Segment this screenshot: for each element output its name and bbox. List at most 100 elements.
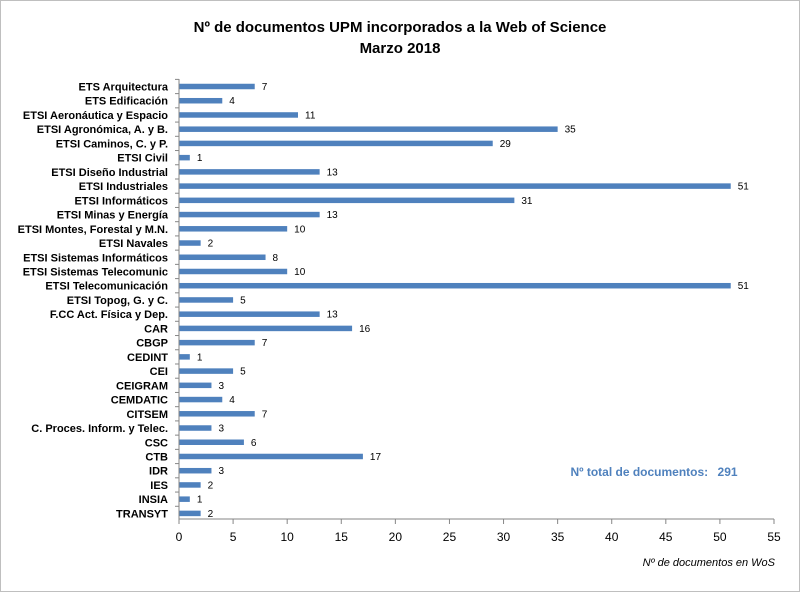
x-tick-label-1: 5 [230,530,237,544]
bar-27 [179,467,212,474]
axes-layer: ETS Arquitectura 7 ETS Edificación 4 ETSI Ae… [18,78,781,544]
bar-1 [179,97,223,104]
x-tick-label-4: 20 [389,530,403,544]
bar-5 [179,154,190,161]
category-label-6: ETSI Diseño Industrial [51,167,168,179]
bar-28 [179,482,201,488]
chart-title-line-2: Marzo 2018 [359,40,441,57]
value-label-27: 3 [218,466,224,477]
category-label-4: ETSI Caminos, C. y P. [56,138,168,150]
bar-16 [179,311,320,317]
category-label-17: CAR [144,323,168,335]
value-label-1: 4 [229,96,235,107]
bar-21 [179,382,212,389]
category-label-13: ETSI Sistemas Telecomunic [23,266,168,278]
value-label-11: 2 [208,239,214,250]
value-label-28: 2 [208,480,214,491]
value-label-30: 2 [208,509,214,520]
value-label-23: 7 [262,409,268,420]
value-label-7: 51 [738,182,750,193]
bar-10 [179,226,288,232]
bar-25 [179,439,244,445]
value-label-0: 7 [262,82,268,93]
bar-3 [179,126,558,132]
bar-23 [179,411,255,417]
bar-8 [179,197,515,204]
bar-13 [179,268,288,275]
category-label-0: ETS Arquitectura [79,82,169,94]
bar-7 [179,183,731,189]
value-label-29: 1 [197,495,203,506]
bar-17 [179,325,353,332]
bar-0 [179,83,255,90]
value-label-2: 11 [305,110,316,121]
value-label-3: 35 [565,125,577,136]
category-label-10: ETSI Montes, Forestal y M.N. [18,224,168,236]
category-label-23: CITSEM [126,409,168,421]
bar-24 [179,425,212,431]
category-label-29: INSIA [139,494,168,506]
x-tick-label-7: 35 [551,530,565,544]
bar-4 [179,140,493,147]
category-label-22: CEMDATIC [111,395,168,407]
value-label-15: 5 [240,295,246,306]
value-label-10: 10 [294,224,306,235]
bar-29 [179,496,190,502]
value-label-8: 31 [521,196,533,207]
value-label-22: 4 [229,395,235,406]
category-label-2: ETSI Aeronáutica y Espacio [23,110,168,122]
bar-18 [179,339,255,346]
chart-title: Nº de documentos UPM incorporados a la W… [0,17,800,59]
value-label-19: 1 [197,352,203,363]
category-label-5: ETSI Civil [117,153,168,165]
x-tick-label-8: 40 [605,530,619,544]
x-tick-label-3: 15 [335,530,349,544]
value-label-17: 16 [359,324,371,335]
bar-15 [179,297,234,303]
category-label-18: CBGP [136,338,168,350]
category-label-15: ETSI Topog, G. y C. [67,295,168,307]
value-label-5: 1 [197,153,203,164]
bar-6 [179,169,320,175]
value-label-16: 13 [327,310,339,321]
bar-19 [179,354,190,360]
x-tick-label-9: 45 [659,530,673,544]
x-tick-label-10: 50 [713,530,727,544]
value-label-13: 10 [294,267,306,278]
bar-14 [179,282,731,289]
bar-11 [179,240,201,246]
value-label-4: 29 [500,139,512,150]
value-label-18: 7 [262,338,268,349]
x-tick-label-5: 25 [443,530,457,544]
category-label-8: ETSI Informáticos [74,195,168,207]
category-label-25: CSC [145,437,168,449]
bar-9 [179,211,320,218]
x-tick-label-11: 55 [767,530,781,544]
total-documents-value: 291 [718,465,738,479]
category-label-12: ETSI Sistemas Informáticos [23,252,168,264]
value-label-6: 13 [327,167,339,178]
category-label-1: ETS Edificación [85,96,168,108]
category-label-16: F.CC Act. Física y Dep. [50,309,168,321]
category-label-26: CTB [145,451,168,463]
chart-title-line-1: Nº de documentos UPM incorporados a la W… [193,19,607,36]
value-label-21: 3 [218,381,224,392]
category-label-19: CEDINT [127,352,168,364]
bar-2 [179,112,298,118]
x-tick-label-6: 30 [497,530,511,544]
category-label-20: CEI [150,366,168,378]
category-label-24: C. Proces. Inform. y Telec. [31,423,168,435]
category-label-11: ETSI Navales [99,238,168,250]
category-label-30: TRANSYT [116,508,168,520]
bar-30 [179,510,201,517]
value-label-25: 6 [251,438,257,449]
bar-26 [179,453,363,460]
category-label-21: CEIGRAM [116,380,168,392]
value-label-26: 17 [370,452,382,463]
category-label-27: IDR [149,466,168,478]
category-label-14: ETSI Telecomunicación [45,281,168,293]
category-label-7: ETSI Industriales [79,181,168,193]
x-tick-label-0: 0 [176,530,183,544]
category-label-9: ETSI Minas y Energía [57,210,169,222]
